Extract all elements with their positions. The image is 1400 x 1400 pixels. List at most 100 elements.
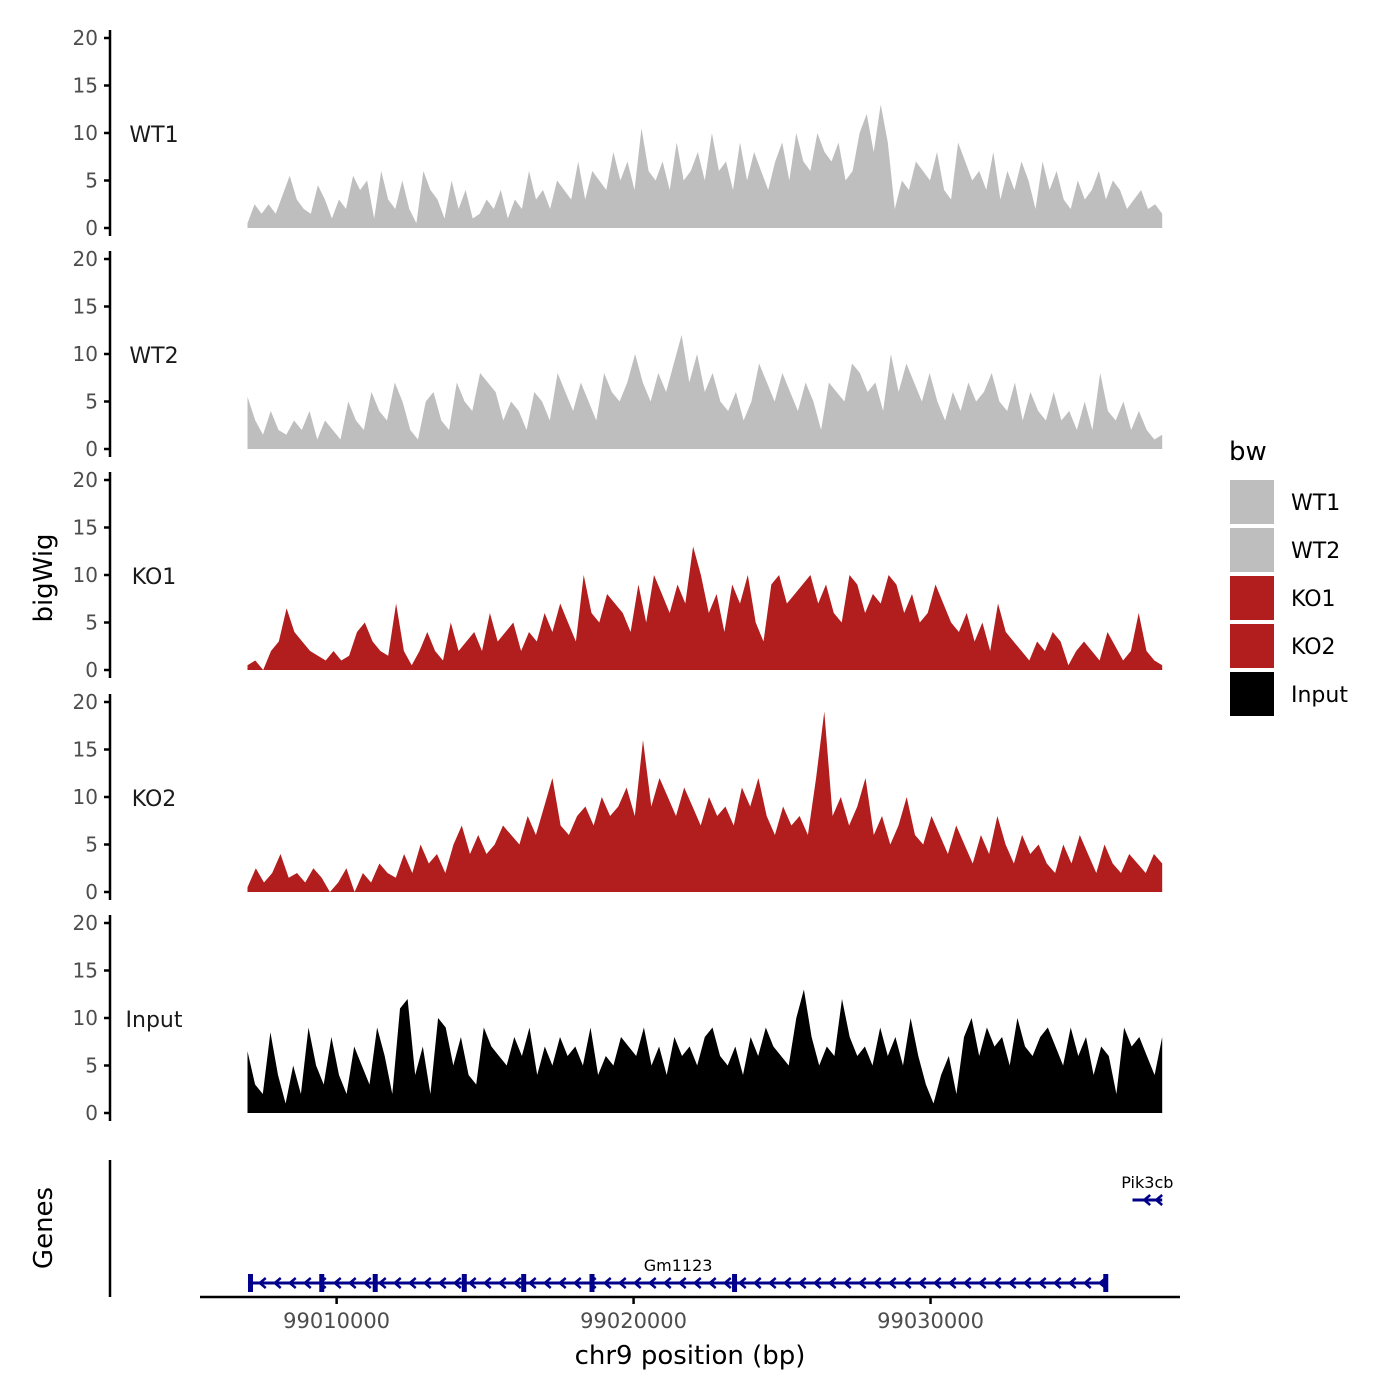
legend-item-wt2: WT2 [1230,528,1340,572]
track-input: 0 5 10 15 20 Input [73,911,1163,1125]
strand-arrow [992,1277,1002,1289]
y-axis-title: bigWig [29,533,59,622]
y-tick-label: 5 [85,1054,98,1078]
strand-arrow [707,1277,717,1289]
strand-arrow [887,1277,897,1289]
legend-label: KO2 [1291,635,1336,660]
x-tick-label: 99030000 [877,1309,984,1333]
strand-arrow [917,1277,927,1289]
y-tick-label: 15 [73,516,98,540]
strand-arrow [1142,1194,1151,1206]
y-tick-label: 10 [73,785,98,809]
exon-mark [521,1274,527,1292]
y-tick-label: 15 [73,738,98,762]
strand-arrow [572,1277,582,1289]
track-label: KO2 [132,787,177,812]
y-tick-label: 10 [73,342,98,366]
signal-area-ko2 [247,711,1163,892]
strand-arrow [437,1277,447,1289]
legend-swatch [1230,480,1274,524]
strand-arrow [872,1277,882,1289]
track-label: Input [126,1008,183,1033]
y-tick-label: 15 [73,295,98,319]
signal-area-wt1 [247,104,1163,228]
y-tick-label: 15 [73,959,98,983]
strand-arrow [332,1277,342,1289]
exon-mark [247,1274,253,1292]
strand-arrow [677,1277,687,1289]
legend-label: KO1 [1291,587,1336,612]
strand-arrow [617,1277,627,1289]
strand-arrow [947,1277,957,1289]
strand-arrow [797,1277,807,1289]
strand-arrow [422,1277,432,1289]
strand-arrow [842,1277,852,1289]
strand-arrow [647,1277,657,1289]
strand-arrow [527,1277,537,1289]
y-tick-label: 0 [85,880,98,904]
strand-arrow [497,1277,507,1289]
exon-mark [461,1274,467,1292]
legend-label: Input [1291,683,1348,708]
strand-arrow [302,1277,312,1289]
legend-swatch [1230,576,1274,620]
strand-arrow [737,1277,747,1289]
x-axis: 99010000 99020000 99030000 [200,1295,1180,1333]
strand-arrow [452,1277,462,1289]
y-tick-label: 20 [73,690,98,714]
signal-tracks: 0 5 10 15 20 WT1 0 5 10 15 20 WT2 0 5 10 15 20 KO1 0 5 10 15 2… [73,26,1163,1125]
x-axis-title: chr9 position (bp) [575,1341,806,1371]
strand-arrow [977,1277,987,1289]
strand-arrow [827,1277,837,1289]
strand-arrow [557,1277,567,1289]
strand-arrow [1082,1277,1092,1289]
strand-arrow [902,1277,912,1289]
strand-arrow [377,1277,387,1289]
signal-area-input [247,989,1163,1113]
exon-mark [1103,1274,1109,1292]
strand-arrow [767,1277,777,1289]
track-wt2: 0 5 10 15 20 WT2 [73,247,1163,461]
strand-arrow [392,1277,402,1289]
gene-pik3cb: Pik3cb [1121,1173,1173,1206]
strand-arrow [752,1277,762,1289]
strand-arrow [857,1277,867,1289]
y-tick-label: 20 [73,468,98,492]
gene-track: Gm1123 Pik3cb [108,1160,1173,1297]
y-tick-label: 5 [85,169,98,193]
exon-mark [732,1274,738,1292]
legend-label: WT2 [1291,539,1340,564]
legend-item-input: Input [1230,672,1348,716]
track-label: KO1 [132,565,177,590]
track-ko2: 0 5 10 15 20 KO2 [73,690,1163,904]
gene-label: Pik3cb [1121,1173,1173,1192]
strand-arrow [632,1277,642,1289]
y-tick-label: 20 [73,247,98,271]
strand-arrow [347,1277,357,1289]
exon-mark [372,1274,378,1292]
strand-arrow [722,1277,732,1289]
legend-label: WT1 [1291,491,1340,516]
strand-arrow [467,1277,477,1289]
strand-arrow [257,1277,267,1289]
strand-arrow [1154,1194,1163,1206]
y-tick-label: 10 [73,1006,98,1030]
y-tick-label: 5 [85,390,98,414]
track-ko1: 0 5 10 15 20 KO1 [73,468,1163,682]
strand-arrow [692,1277,702,1289]
strand-arrow [362,1277,372,1289]
strand-arrow [287,1277,297,1289]
strand-arrow [602,1277,612,1289]
strand-arrow [272,1277,282,1289]
legend-item-ko1: KO1 [1230,576,1336,620]
strand-arrow [512,1277,522,1289]
x-tick-label: 99010000 [283,1309,390,1333]
legend-title: bw [1229,437,1267,467]
strand-arrow [1022,1277,1032,1289]
strand-arrow [1037,1277,1047,1289]
strand-arrow [1067,1277,1077,1289]
y-tick-label: 5 [85,833,98,857]
gene-label: Gm1123 [644,1256,713,1275]
strand-arrow [782,1277,792,1289]
